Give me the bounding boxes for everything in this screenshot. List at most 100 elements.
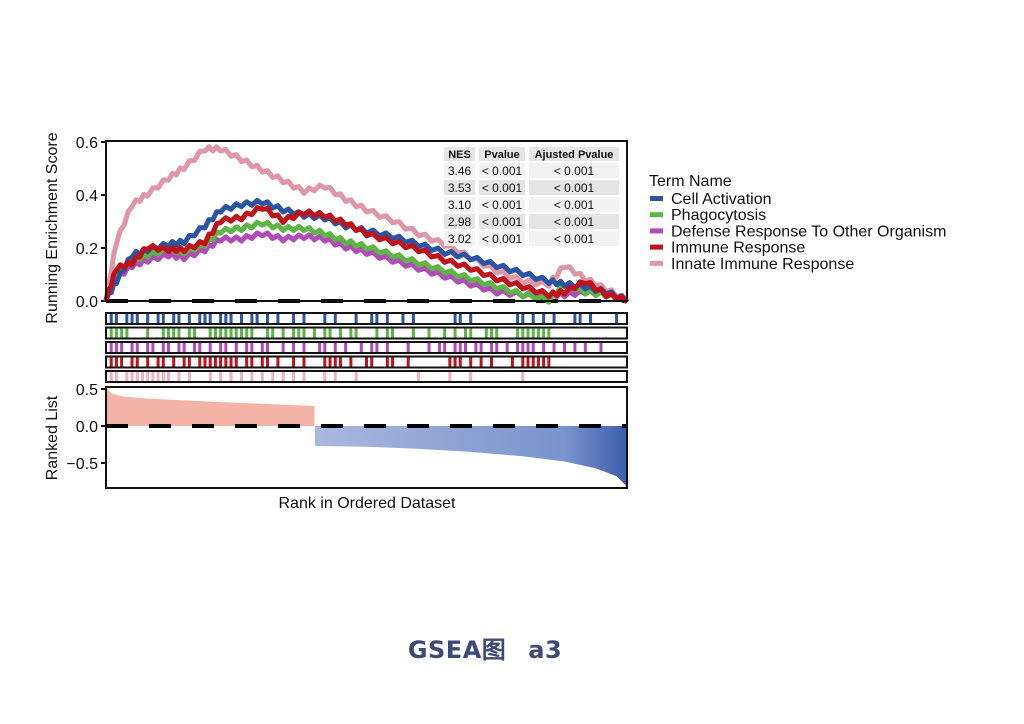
hit-mark: [224, 314, 228, 323]
hit-mark: [292, 372, 296, 381]
hit-strip-frame: [105, 370, 628, 383]
hit-mark: [411, 314, 415, 323]
hit-mark: [213, 357, 217, 367]
hit-mark: [213, 328, 217, 338]
table-cell-bg: [444, 180, 475, 195]
hit-mark: [182, 343, 186, 352]
hit-mark: [219, 372, 223, 381]
hit-mark: [146, 372, 150, 381]
hit-mark: [536, 357, 540, 367]
hit-mark: [130, 357, 134, 367]
legend-swatch: [650, 228, 663, 234]
positive-ranked-area: [106, 387, 315, 426]
hit-mark: [114, 357, 118, 367]
table-cell: 3.02: [448, 232, 472, 246]
hit-mark: [573, 343, 577, 352]
hit-mark: [146, 357, 150, 367]
table-cell-bg: [479, 231, 525, 246]
hit-mark: [323, 314, 327, 323]
hit-mark: [292, 343, 296, 352]
hit-mark: [375, 328, 379, 338]
hit-mark: [573, 314, 577, 323]
y-axis-label-ranked: Ranked List: [44, 395, 61, 480]
hit-mark: [114, 372, 118, 381]
hit-mark: [453, 357, 457, 367]
legend-swatch: [650, 196, 663, 201]
hit-mark: [198, 357, 202, 367]
hit-strip-defense-response-to-other-organism: [105, 341, 628, 354]
hit-mark: [250, 343, 254, 352]
hit-mark: [229, 357, 233, 367]
hit-mark: [385, 357, 389, 367]
table-cell: < 0.001: [482, 215, 523, 229]
hit-mark: [135, 343, 139, 352]
hit-mark: [589, 314, 593, 323]
hit-mark: [266, 357, 270, 367]
hit-mark: [323, 328, 327, 338]
hit-mark: [370, 357, 374, 367]
hit-mark: [385, 343, 389, 352]
series-line-innate-immune-response: [103, 144, 629, 304]
hit-mark: [427, 328, 431, 338]
hit-mark: [542, 343, 546, 352]
hit-mark: [208, 328, 212, 338]
hit-mark: [302, 357, 306, 367]
hit-mark: [156, 314, 160, 323]
hit-mark: [114, 328, 118, 338]
table-cell: < 0.001: [554, 215, 595, 229]
hit-mark: [198, 343, 202, 352]
hit-mark: [521, 314, 525, 323]
hit-mark: [245, 328, 249, 338]
hit-mark: [224, 343, 228, 352]
enrichment-y-ticks: 0.0 0.2 0.4 0.6: [76, 135, 106, 311]
table-cell: < 0.001: [554, 198, 595, 212]
hit-mark: [615, 314, 619, 323]
hit-mark: [135, 372, 139, 381]
hit-mark: [260, 343, 264, 352]
hit-mark: [167, 372, 171, 381]
hit-mark: [417, 372, 421, 381]
legend-title: Term Name: [649, 173, 732, 190]
table-cell: < 0.001: [554, 164, 595, 178]
table-header-cell-bg: [529, 147, 619, 161]
hit-mark: [375, 314, 379, 323]
hit-strip-frame: [105, 355, 628, 369]
hit-mark: [536, 328, 540, 338]
hit-mark: [521, 357, 525, 367]
hit-mark: [302, 343, 306, 352]
hit-mark: [135, 314, 139, 323]
hit-mark: [260, 357, 264, 367]
hit-mark: [245, 343, 249, 352]
table-cell-bg: [444, 163, 475, 178]
hit-mark: [495, 328, 499, 338]
hit-mark: [151, 343, 155, 352]
hit-mark: [125, 372, 129, 381]
hit-mark: [109, 372, 113, 381]
hit-mark: [526, 357, 530, 367]
hit-mark: [474, 343, 478, 352]
hit-mark: [448, 372, 452, 381]
hit-mark: [448, 357, 452, 367]
hit-mark: [177, 372, 181, 381]
hit-mark: [323, 372, 327, 381]
hit-mark: [266, 314, 270, 323]
hit-mark: [370, 314, 374, 323]
hit-mark: [276, 314, 280, 323]
hit-mark: [599, 343, 603, 352]
hit-mark: [208, 314, 212, 323]
hit-mark: [224, 328, 228, 338]
hit-mark: [161, 372, 165, 381]
hit-mark: [172, 328, 176, 338]
hit-mark: [297, 328, 301, 338]
hit-mark: [187, 357, 191, 367]
hit-mark: [505, 343, 509, 352]
hit-mark: [531, 314, 535, 323]
series-line-immune-response: [103, 205, 629, 304]
hit-mark: [354, 328, 358, 338]
hit-mark: [146, 328, 150, 338]
hit-mark: [333, 343, 337, 352]
hit-mark: [229, 328, 233, 338]
hit-mark: [161, 357, 165, 367]
hit-mark: [443, 343, 447, 352]
ranked-y-tick-label: 0.5: [76, 382, 98, 399]
